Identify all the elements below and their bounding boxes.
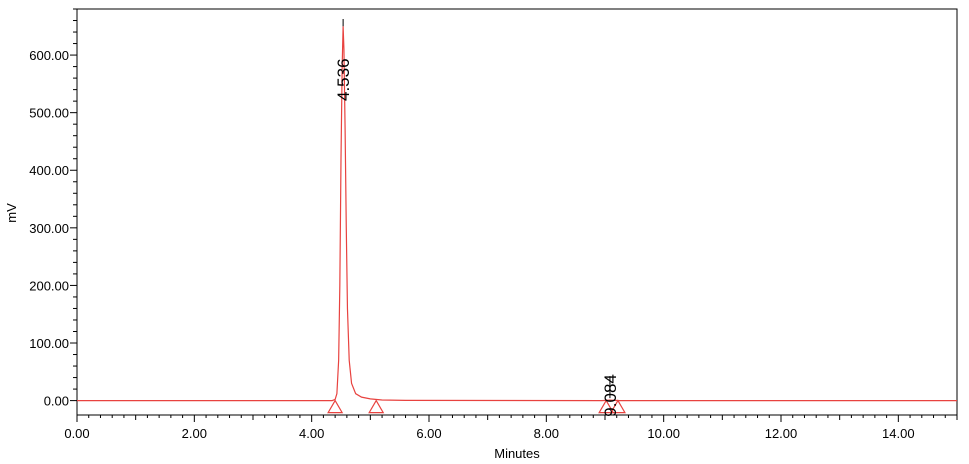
x-tick-label: 14.00 [882,426,915,441]
y-tick-label: 100.00 [29,336,69,351]
y-axis: 0.00 100.00 200.00 300.00 400.00 500.00 600.00 [29,8,77,409]
x-tick-label: 8.00 [534,426,559,441]
peak-label: 4.536 [334,58,353,101]
series-layer [77,26,957,402]
x-tick-label: 0.00 [64,426,89,441]
y-tick-label: 300.00 [29,221,69,236]
integration-marker [368,399,385,414]
y-tick-label: 600.00 [29,48,69,63]
y-tick-label: 400.00 [29,163,69,178]
x-tick-label: 12.00 [765,426,798,441]
integration-marker [598,399,615,414]
integration-marker [327,399,344,414]
y-tick-label: 0.00 [44,394,69,409]
x-tick-label: 10.00 [647,426,680,441]
integration-marker [609,399,626,414]
x-axis: 0.00 2.00 4.00 6.00 8.00 10.00 12.00 14.00 [64,415,958,441]
peak-labels: 4.536 9.084 [334,19,620,417]
integration-markers [327,399,626,414]
x-tick-label: 2.00 [182,426,207,441]
peak-label: 9.084 [601,374,620,417]
x-tick-label: 6.00 [416,426,441,441]
x-tick-label: 4.00 [299,426,324,441]
y-tick-label: 500.00 [29,106,69,121]
plot-frame [76,8,958,416]
series-line [77,26,957,402]
y-axis-label: mV [4,203,19,223]
x-axis-label: Minutes [494,446,540,461]
y-tick-label: 200.00 [29,278,69,293]
